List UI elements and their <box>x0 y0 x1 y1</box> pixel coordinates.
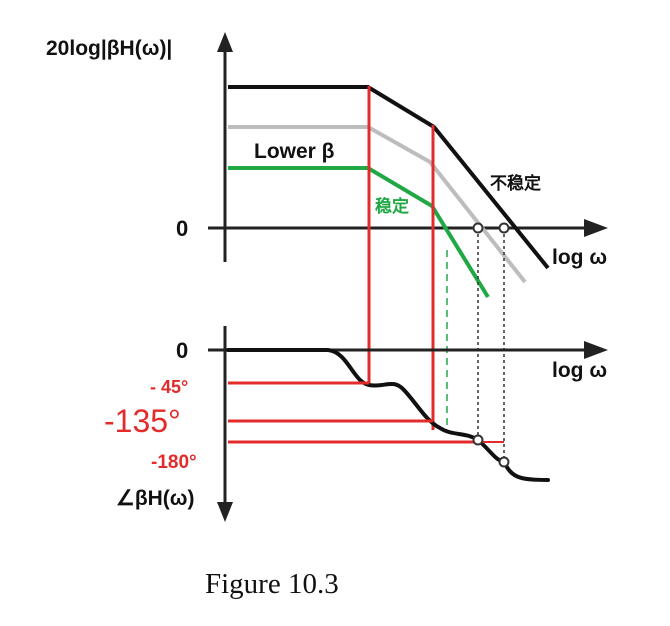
magnitude-axis-title: 20log|βH(ω)| <box>46 37 172 60</box>
phase-point-unstable <box>498 456 510 468</box>
magnitude-zero-label: 0 <box>176 216 188 241</box>
unstable-label: 不稳定 <box>490 173 541 194</box>
crossover-point-unstable <box>498 222 510 234</box>
magnitude-curve-mid <box>228 125 527 284</box>
phase-y-axis-arrow <box>217 502 233 522</box>
phase-zero-label: 0 <box>176 338 188 363</box>
magnitude-curve-unstable <box>228 85 550 270</box>
phase-point-mid <box>472 434 484 446</box>
magnitude-x-axis-label: log ω <box>552 246 607 269</box>
phase-x-axis-label: log ω <box>552 359 607 382</box>
figure-caption: Figure 10.3 <box>205 568 339 600</box>
magnitude-y-axis-arrow <box>217 32 233 52</box>
magnitude-x-axis-arrow <box>584 219 608 237</box>
phase-x-axis-arrow <box>584 341 608 359</box>
stable-label: 稳定 <box>375 196 409 217</box>
lower-beta-label: Lower β <box>254 140 335 163</box>
tick-minus135: -135° <box>104 403 181 439</box>
tick-minus45: - 45° <box>150 377 188 397</box>
tick-minus180: -180° <box>151 452 197 473</box>
crossover-point-mid <box>472 222 484 234</box>
magnitude-curve-stable <box>228 166 490 299</box>
phase-axis-title: ∠βH(ω) <box>116 487 195 510</box>
